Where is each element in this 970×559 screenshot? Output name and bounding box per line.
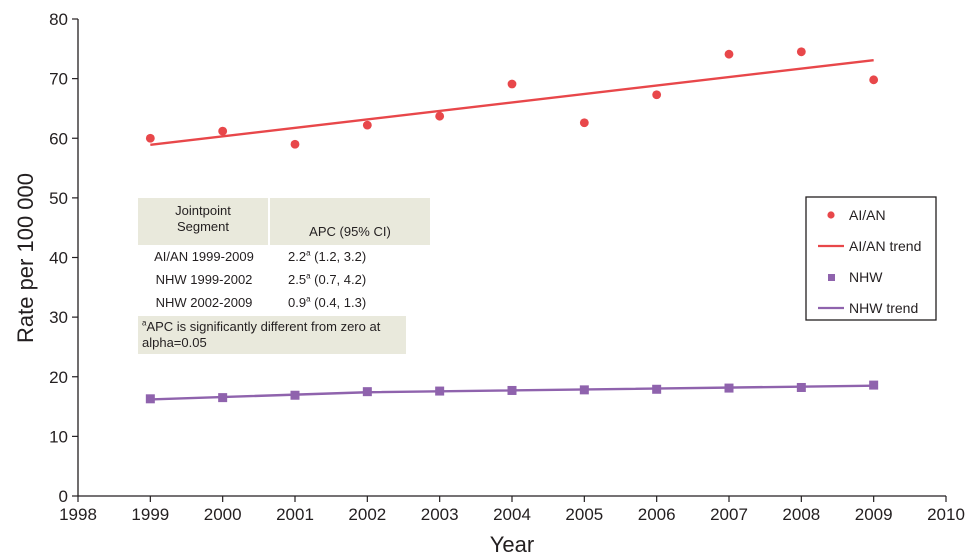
data-point-ai-an	[579, 118, 589, 128]
legend-marker-nhw	[828, 274, 835, 281]
x-tick-label: 2002	[348, 505, 386, 524]
x-tick-label: 2001	[276, 505, 314, 524]
table-header: Jointpoint Segment APC (95% CI)	[138, 198, 430, 245]
row-segment: NHW 2002-2009	[155, 294, 253, 310]
y-tick-label: 0	[59, 487, 68, 506]
row-apc: 0.9a (0.4, 1.3)	[288, 294, 367, 310]
y-tick-label: 70	[49, 70, 68, 89]
x-tick-label: 2000	[204, 505, 242, 524]
x-tick-label: 1999	[131, 505, 169, 524]
table-row: NHW 2002-2009 0.9a (0.4, 1.3)	[138, 291, 430, 314]
legend-label-ai-an: AI/AN	[849, 207, 886, 223]
x-tick-label: 2003	[421, 505, 459, 524]
header-segment: Jointpoint Segment	[138, 198, 270, 245]
data-point-ai-an	[435, 111, 445, 121]
x-tick-label: 2009	[855, 505, 893, 524]
row-apc: 2.2a (1.2, 3.2)	[288, 248, 367, 264]
data-point-ai-an	[869, 75, 879, 85]
y-axis: 0 10 20 30 40 50 60 70 80	[49, 10, 79, 506]
y-tick-label: 60	[49, 129, 68, 148]
header-segment-line2: Segment	[176, 218, 230, 234]
x-tick-label: 2006	[638, 505, 676, 524]
data-point-ai-an	[362, 120, 372, 130]
data-point-ai-an	[507, 79, 517, 89]
header-segment-line1: Jointpoint	[175, 203, 231, 218]
data-point-ai-an	[796, 47, 806, 57]
legend-label-ai-an-trend: AI/AN trend	[849, 238, 921, 254]
data-point-ai-an	[290, 139, 300, 149]
row-apc: 2.5a (0.7, 4.2)	[288, 271, 367, 287]
header-apc: APC (95% CI)	[309, 224, 391, 240]
x-tick-label: 2007	[710, 505, 748, 524]
x-tick-label: 1998	[59, 505, 97, 524]
legend-label-nhw-trend: NHW trend	[849, 300, 918, 316]
series-line-ai-an-trend	[150, 58, 874, 147]
legend: AI/AN AI/AN trend NHW NHW trend	[805, 196, 937, 321]
legend-marker-ai-an	[827, 211, 835, 219]
row-segment: NHW 1999-2002	[155, 271, 253, 287]
x-axis-title: Year	[490, 532, 534, 557]
table-row: AI/AN 1999-2009 2.2a (1.2, 3.2)	[138, 245, 430, 268]
legend-box	[805, 196, 937, 321]
data-point-ai-an	[652, 90, 662, 100]
y-tick-label: 80	[49, 10, 68, 29]
x-tick-label: 2004	[493, 505, 531, 524]
table-row: NHW 1999-2002 2.5a (0.7, 4.2)	[138, 268, 430, 291]
data-point-ai-an	[218, 126, 228, 136]
y-tick-label: 30	[49, 308, 68, 327]
data-point-nhw	[869, 380, 879, 390]
data-point-ai-an	[724, 49, 734, 59]
x-tick-label: 2008	[782, 505, 820, 524]
y-tick-label: 20	[49, 368, 68, 387]
series-line-nhw-trend	[150, 384, 874, 401]
row-segment: AI/AN 1999-2009	[154, 248, 254, 264]
y-tick-label: 10	[49, 427, 68, 446]
apc-table: Jointpoint Segment APC (95% CI) AI/AN 19…	[138, 198, 430, 355]
plot-area	[145, 47, 879, 404]
y-axis-title: Rate per 100 000	[13, 173, 38, 343]
x-axis: 1998 1999 2000 2001 2002 2003 2004 2005 2006 2007…	[59, 495, 965, 524]
x-tick-label: 2010	[927, 505, 965, 524]
table-footnote: aAPC is significantly different from zer…	[138, 316, 406, 355]
x-tick-label: 2005	[565, 505, 603, 524]
y-tick-label: 50	[49, 189, 68, 208]
legend-label-nhw: NHW	[849, 269, 883, 285]
data-point-ai-an	[145, 133, 155, 143]
y-tick-label: 40	[49, 249, 68, 268]
